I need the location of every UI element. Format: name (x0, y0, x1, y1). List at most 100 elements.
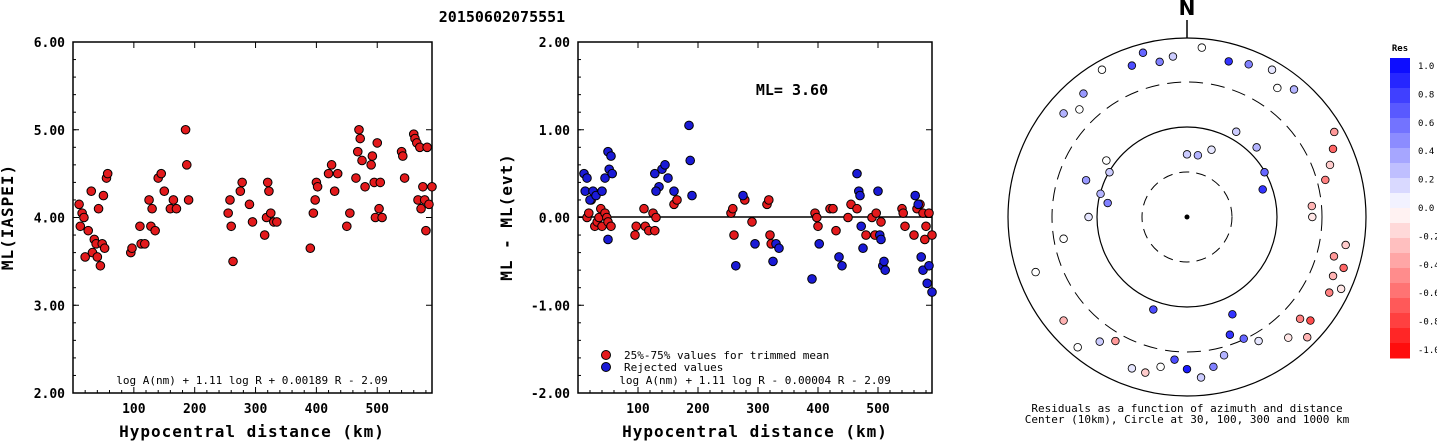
x-tick-label: 500 (866, 402, 890, 417)
chart1-ylabel: ML(IASPEI) (0, 164, 17, 270)
data-point (102, 168, 113, 179)
data-point-rejected (663, 173, 673, 183)
data-point (223, 208, 233, 218)
data-point-rejected (876, 234, 886, 245)
data-point-rejected (927, 287, 937, 297)
data-point (98, 190, 109, 201)
data-point-rejected (880, 265, 891, 275)
data-point-trimmed (871, 208, 882, 218)
data-point-trimmed (909, 230, 919, 240)
station-marker (1149, 305, 1158, 314)
station-marker (1341, 240, 1350, 250)
station-marker (1330, 127, 1339, 137)
colorbar-cell (1390, 193, 1410, 209)
x-tick-label: 200 (183, 402, 207, 417)
colorbar-title: Res (1392, 44, 1408, 54)
colorbar-tick-label: -0.6 (1418, 289, 1437, 299)
data-point (424, 199, 434, 210)
data-point-trimmed (920, 234, 930, 245)
station-marker (1328, 271, 1338, 281)
polar-caption-line2: Center (10km), Circle at 30, 100, 300 an… (1025, 413, 1350, 426)
data-point (377, 212, 387, 223)
data-point-trimmed (828, 203, 838, 214)
data-point-rejected (603, 234, 613, 245)
ml-residual-chart: 100 200 300 400 500 -2.00 -1.00 0.00 1.00 2.00 ML… (497, 36, 937, 441)
ml-annotation: ML= 3.60 (756, 81, 828, 99)
station-marker (1219, 351, 1229, 360)
data-point-trimmed (876, 217, 886, 227)
station-marker (1306, 316, 1315, 325)
station-marker (1260, 168, 1269, 177)
data-point-trimmed (672, 195, 682, 205)
station-marker (1138, 48, 1148, 57)
y-tick-label: -2.00 (531, 387, 570, 402)
data-point (86, 186, 97, 196)
station-marker (1224, 57, 1233, 66)
data-point (247, 217, 258, 227)
colorbar-tick-label: 0.6 (1418, 119, 1434, 129)
data-point-rejected (750, 239, 760, 249)
station-marker (1239, 334, 1248, 343)
x-tick-label: 100 (122, 402, 146, 417)
colorbar-cell (1390, 148, 1410, 164)
station-marker (1111, 336, 1120, 346)
data-point (272, 217, 282, 227)
azimuth-residual-plot: N Residuals as a function of azimuth and… (1007, 0, 1367, 426)
data-point-rejected (879, 256, 889, 267)
colorbar-cells (1390, 58, 1410, 359)
data-point-rejected (856, 221, 867, 232)
data-point (181, 160, 192, 170)
colorbar-cell (1390, 133, 1410, 149)
data-point-trimmed (843, 212, 853, 223)
colorbar-tick-label: 0.4 (1418, 147, 1434, 157)
data-point-rejected (858, 243, 868, 254)
station-marker (1096, 189, 1105, 199)
data-point-trimmed (813, 221, 823, 232)
colorbar-cell (1390, 58, 1410, 74)
data-point-trimmed (921, 221, 931, 232)
data-point (352, 146, 363, 157)
data-point (421, 225, 431, 236)
data-point (342, 221, 352, 232)
y-tick-label: 3.00 (34, 299, 65, 314)
data-point (323, 168, 334, 179)
data-point (305, 243, 316, 254)
station-marker (1095, 337, 1104, 346)
data-point-trimmed (927, 230, 937, 240)
data-point-trimmed (765, 230, 775, 240)
data-point-rejected (855, 190, 865, 201)
station-marker (1225, 330, 1235, 339)
station-marker (1073, 343, 1082, 352)
chart1-formula: log A(nm) + 1.11 log R + 0.00189 R - 2.0… (116, 374, 388, 387)
station-marker (1254, 336, 1263, 346)
data-point (329, 186, 340, 196)
data-point (244, 199, 255, 210)
data-point-rejected (731, 260, 741, 271)
data-point-rejected (597, 186, 607, 196)
station-marker (1295, 314, 1305, 324)
data-point (92, 252, 103, 262)
station-marker (1232, 127, 1241, 136)
data-point-rejected (834, 252, 844, 262)
data-point (262, 177, 273, 188)
data-point (357, 155, 367, 166)
data-point-rejected (768, 256, 778, 267)
data-point-trimmed (861, 230, 871, 240)
data-point (159, 186, 170, 196)
data-point (310, 195, 320, 205)
data-point (312, 181, 323, 192)
data-point-trimmed (729, 230, 739, 240)
chart1-points (74, 124, 437, 271)
station-marker (1325, 288, 1334, 297)
figure-title: 20150602075551 (439, 8, 565, 26)
data-point-trimmed (924, 208, 934, 218)
chart1-xlabel: Hypocentral distance (km) (119, 422, 385, 441)
data-point-rejected (916, 252, 927, 262)
station-marker (1103, 198, 1112, 208)
data-point-trimmed (898, 208, 909, 218)
data-point (374, 203, 384, 214)
station-marker (1284, 333, 1293, 342)
data-point (99, 243, 110, 254)
data-point-rejected (738, 190, 748, 201)
data-point (235, 186, 246, 196)
